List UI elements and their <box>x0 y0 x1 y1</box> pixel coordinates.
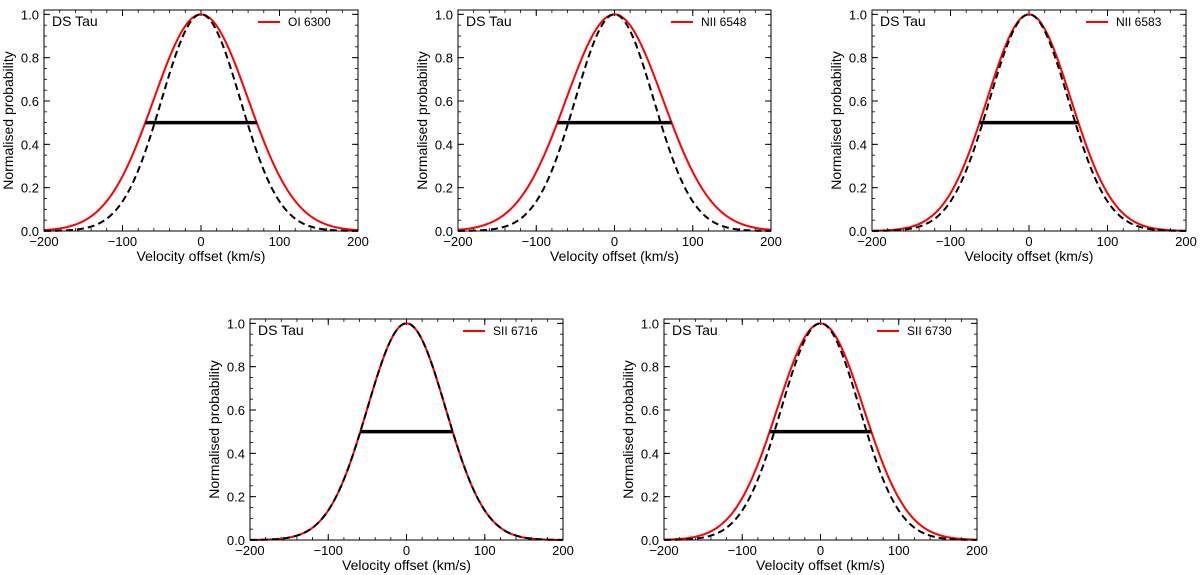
minor-ticks <box>457 10 772 232</box>
y-tick-label: 0.4 <box>227 446 245 461</box>
panel-5: −200 −100 0 100 200 0.0 0.2 0.4 0.6 0.8 1.0 DS Tau S… <box>620 316 988 573</box>
x-tick-label: 100 <box>269 234 291 249</box>
y-tick-label: 0.0 <box>849 224 867 239</box>
x-tick-label: 200 <box>966 543 988 558</box>
x-tick-label: −100 <box>728 543 757 558</box>
plot-frame <box>249 318 564 541</box>
y-tick-label: 1.0 <box>227 316 245 331</box>
plot-frame <box>43 9 359 232</box>
y-axis-label: Normalised probability <box>0 51 16 190</box>
x-axis-label: Velocity offset (km/s) <box>965 248 1094 264</box>
panel-title: DS Tau <box>880 13 926 29</box>
y-tick-label: 0.4 <box>849 137 867 152</box>
y-tick-label: 0.8 <box>227 360 245 375</box>
y-tick-label: 0.8 <box>21 51 39 66</box>
x-tick-label: 200 <box>347 234 369 249</box>
x-tick-label: −200 <box>857 234 886 249</box>
x-tick-label: 0 <box>1025 234 1032 249</box>
plot-frame <box>663 318 978 541</box>
panel-4: −200 −100 0 100 200 0.0 0.2 0.4 0.6 0.8 1.0 DS Tau S… <box>206 316 574 573</box>
legend-label: SII 6730 <box>907 324 952 338</box>
plot-frame <box>871 9 1187 232</box>
x-tick-label: 100 <box>682 234 704 249</box>
x-axis-label: Velocity offset (km/s) <box>342 557 471 573</box>
y-tick-label: 0.0 <box>641 533 659 548</box>
y-tick-label: 0.0 <box>435 224 453 239</box>
y-tick-label: 0.6 <box>641 403 659 418</box>
x-tick-label: 100 <box>888 543 910 558</box>
x-tick-label: 200 <box>760 234 782 249</box>
y-tick-label: 0.2 <box>641 490 659 505</box>
panel-2: −200 −100 0 100 200 0.0 0.2 0.4 0.6 0.8 1.0 DS Tau N… <box>414 7 782 264</box>
y-tick-label: 0.6 <box>227 403 245 418</box>
y-tick-label: 0.6 <box>849 94 867 109</box>
y-tick-label: 0.2 <box>21 181 39 196</box>
x-tick-label: −100 <box>108 234 137 249</box>
y-axis-label: Normalised probability <box>620 360 636 499</box>
x-tick-label: 0 <box>817 543 824 558</box>
x-axis-label: Velocity offset (km/s) <box>756 557 885 573</box>
panel-title: DS Tau <box>258 322 304 338</box>
y-axis-label: Normalised probability <box>414 51 430 190</box>
y-tick-label: 0.6 <box>435 94 453 109</box>
y-tick-label: 0.8 <box>641 360 659 375</box>
panel-3: −200 −100 0 100 200 0.0 0.2 0.4 0.6 0.8 1.0 DS Tau N… <box>828 7 1197 264</box>
line-profile-curve <box>663 322 978 541</box>
minor-ticks <box>663 319 978 541</box>
y-tick-label: 0.2 <box>227 490 245 505</box>
panel-title: DS Tau <box>672 322 718 338</box>
legend-label: NII 6583 <box>1116 15 1162 29</box>
x-tick-label: −200 <box>235 543 264 558</box>
x-tick-label: −200 <box>443 234 472 249</box>
y-tick-label: 1.0 <box>21 7 39 22</box>
minor-ticks <box>43 10 359 232</box>
y-tick-label: 0.2 <box>849 181 867 196</box>
y-axis-label: Normalised probability <box>828 51 844 190</box>
y-tick-label: 0.8 <box>435 51 453 66</box>
x-tick-label: −100 <box>936 234 965 249</box>
y-tick-label: 1.0 <box>435 7 453 22</box>
y-tick-label: 0.0 <box>227 533 245 548</box>
x-tick-label: 100 <box>1097 234 1119 249</box>
x-tick-label: 100 <box>474 543 496 558</box>
x-tick-label: −100 <box>314 543 343 558</box>
x-axis-label: Velocity offset (km/s) <box>550 248 679 264</box>
y-tick-label: 1.0 <box>849 7 867 22</box>
legend-label: NII 6548 <box>701 15 747 29</box>
panel-title: DS Tau <box>466 13 512 29</box>
line-profile-curve <box>43 13 359 232</box>
line-profile-curve <box>249 322 564 541</box>
x-axis-label: Velocity offset (km/s) <box>137 248 266 264</box>
panel-title: DS Tau <box>52 13 98 29</box>
y-tick-label: 0.4 <box>21 137 39 152</box>
y-tick-label: 0.4 <box>641 446 659 461</box>
y-tick-label: 0.8 <box>849 51 867 66</box>
y-tick-label: 0.4 <box>435 137 453 152</box>
y-tick-label: 1.0 <box>641 316 659 331</box>
line-profile-curve <box>871 13 1187 232</box>
y-tick-label: 0.2 <box>435 181 453 196</box>
y-tick-label: 0.6 <box>21 94 39 109</box>
minor-ticks <box>249 319 564 541</box>
line-profile-curve <box>457 13 772 231</box>
x-tick-label: 200 <box>1175 234 1197 249</box>
legend-label: SII 6716 <box>493 324 538 338</box>
y-tick-label: 0.0 <box>21 224 39 239</box>
x-tick-label: 0 <box>197 234 204 249</box>
x-tick-label: −200 <box>649 543 678 558</box>
minor-ticks <box>871 10 1187 232</box>
x-tick-label: −200 <box>29 234 58 249</box>
x-tick-label: −100 <box>522 234 551 249</box>
legend-label: OI 6300 <box>288 15 331 29</box>
plot-frame <box>457 9 772 232</box>
y-axis-label: Normalised probability <box>206 360 222 499</box>
x-tick-label: 0 <box>403 543 410 558</box>
x-tick-label: 0 <box>611 234 618 249</box>
x-tick-label: 200 <box>552 543 574 558</box>
panel-1: −200 −100 0 100 200 0.0 0.2 0.4 0.6 0.8 1.0 DS Tau O… <box>0 7 369 264</box>
